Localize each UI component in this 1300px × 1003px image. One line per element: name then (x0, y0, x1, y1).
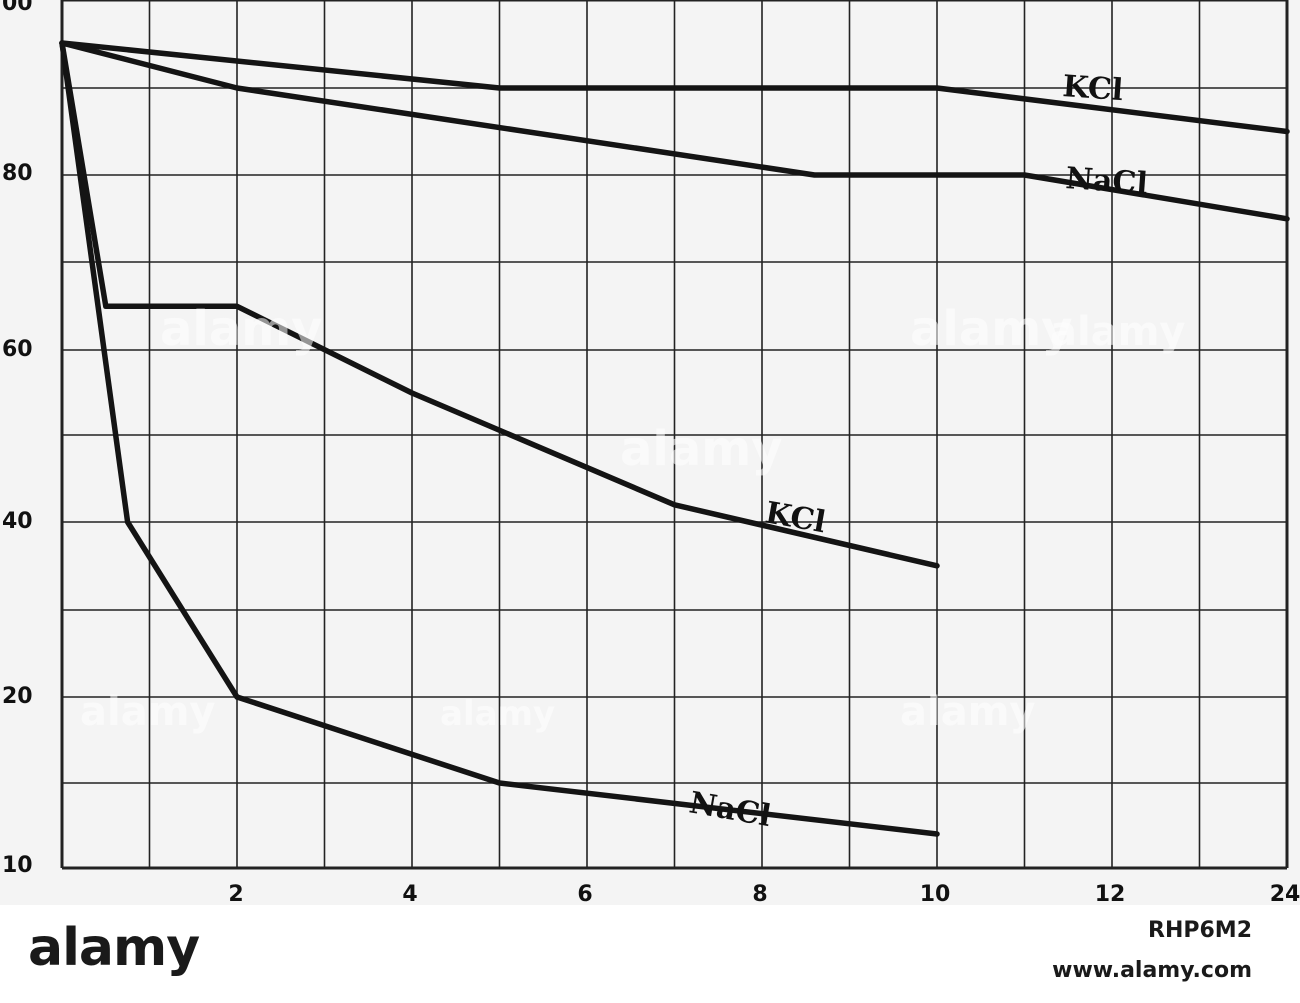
watermark-text: alamy (440, 694, 555, 734)
watermark-text: alamy (80, 689, 215, 735)
watermark-brand: alamy (28, 918, 200, 978)
series-line-2 (59, 40, 1290, 222)
watermark-text: alamy (620, 421, 783, 477)
watermark-text: alamy (1050, 309, 1185, 355)
x-tick-label: 2 (228, 882, 243, 905)
series-line-1 (59, 40, 1290, 135)
x-tick-label: 10 (920, 882, 951, 905)
y-tick-label: 60 (2, 337, 33, 362)
x-tick-label: 6 (577, 882, 592, 905)
series-label-3: KCl (763, 495, 829, 540)
y-tick-label: 00 (2, 0, 33, 16)
watermark-footer (0, 905, 1300, 1003)
series-line-3 (59, 40, 940, 569)
y-tick-label: 80 (2, 161, 33, 186)
watermark-text: alamy (910, 301, 1073, 357)
series-line-4 (59, 40, 940, 837)
series-label-1: KCl (1061, 69, 1124, 108)
series-label-2: NaCl (1064, 161, 1148, 202)
chart-series (59, 40, 1290, 837)
x-tick-label: 4 (402, 882, 417, 905)
series-label-4: NaCl (687, 785, 774, 834)
watermark-image-id: RHP6M2 (1148, 918, 1252, 943)
watermark-url: www.alamy.com (1052, 958, 1252, 983)
x-tick-label: 8 (752, 882, 767, 905)
watermark-text: alamy (160, 301, 323, 357)
x-tick-label: 24 (1270, 882, 1300, 905)
chart-grid (60, 0, 1289, 870)
x-tick-label: 12 (1095, 882, 1126, 905)
y-tick-label: 10 (2, 853, 33, 878)
y-tick-label: 20 (2, 684, 33, 709)
watermark-text: alamy (900, 689, 1035, 735)
y-tick-label: 40 (2, 509, 33, 534)
